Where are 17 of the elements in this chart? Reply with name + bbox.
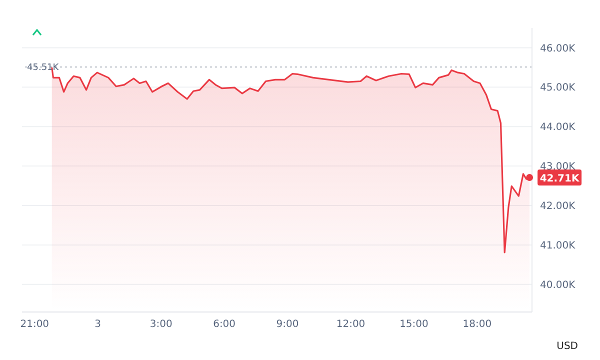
y-tick-label: 40.00K (540, 280, 576, 291)
x-tick-label: 6:00 (213, 319, 236, 330)
y-axis-title: USD (556, 341, 578, 352)
ref-line-label: 45.51K (27, 63, 60, 74)
x-tick-label: 3:00 (150, 319, 172, 330)
x-tick-label: 12:00 (336, 319, 366, 330)
y-tick-label: 44.00K (540, 122, 576, 134)
y-tick-label: 45.00K (540, 82, 576, 94)
y-tick-label: 46.00K (540, 43, 576, 54)
x-tick-label: 9:00 (276, 319, 299, 330)
x-tick-label: 21:00 (20, 319, 50, 330)
x-tick-label: 3 (94, 319, 102, 330)
annotation: 42.71K (540, 173, 580, 184)
x-tick-label: 18:00 (462, 319, 492, 330)
y-tick-label: 42.00K (540, 201, 576, 212)
x-tick-label: 15:00 (400, 319, 428, 330)
y-tick-label: 41.00K (540, 240, 576, 252)
